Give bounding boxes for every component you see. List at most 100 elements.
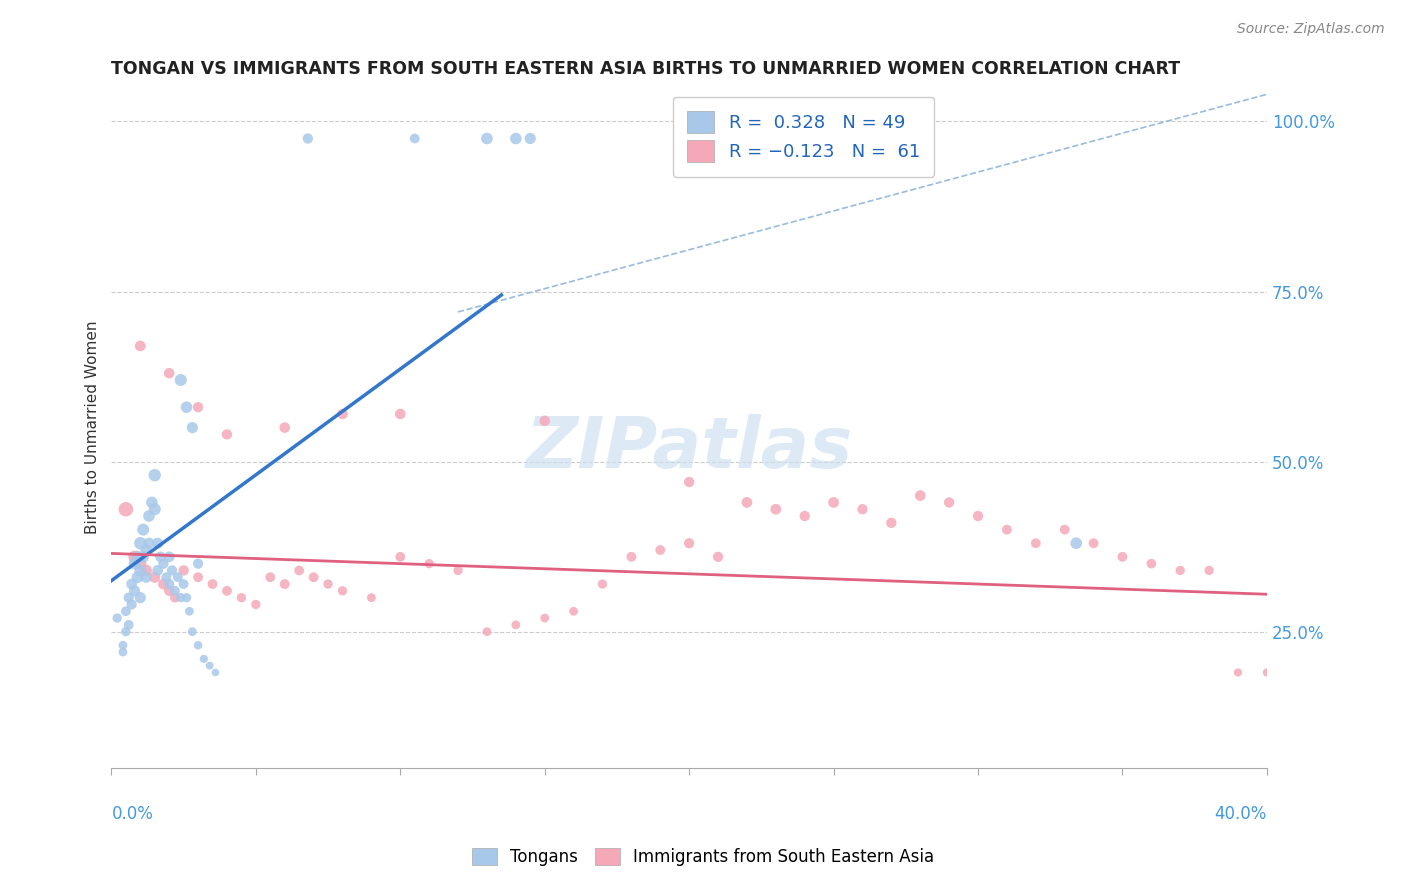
Point <box>215 583 238 598</box>
Point <box>910 489 932 503</box>
Point <box>678 536 700 550</box>
Legend: R =  0.328   N = 49, R = −0.123   N =  61: R = 0.328 N = 49, R = −0.123 N = 61 <box>672 96 935 177</box>
Point <box>187 400 209 414</box>
Point <box>129 591 152 605</box>
Point <box>533 611 555 625</box>
Point <box>707 549 730 564</box>
Point <box>880 516 903 530</box>
Point <box>187 557 209 571</box>
Point <box>149 549 172 564</box>
Point <box>995 523 1018 537</box>
Point <box>170 591 193 605</box>
Point <box>418 557 440 571</box>
Point <box>389 407 412 421</box>
Text: 0.0%: 0.0% <box>111 805 153 823</box>
Point <box>111 645 134 659</box>
Point <box>170 373 193 387</box>
Point <box>389 549 412 564</box>
Point <box>447 564 470 578</box>
Point <box>124 549 146 564</box>
Point <box>111 638 134 652</box>
Point <box>143 502 166 516</box>
Point <box>132 549 155 564</box>
Point <box>135 543 157 558</box>
Point <box>1256 665 1278 680</box>
Point <box>143 570 166 584</box>
Point <box>201 577 224 591</box>
Point <box>118 591 141 605</box>
Point <box>302 570 325 584</box>
Point <box>115 604 138 618</box>
Point <box>1227 665 1250 680</box>
Point <box>155 570 177 584</box>
Point <box>1198 564 1220 578</box>
Point <box>132 523 155 537</box>
Point <box>157 583 180 598</box>
Point <box>187 570 209 584</box>
Point <box>1168 564 1191 578</box>
Point <box>115 502 138 516</box>
Point <box>1111 549 1133 564</box>
Point <box>115 624 138 639</box>
Point <box>332 583 354 598</box>
Point <box>404 131 426 145</box>
Point <box>152 557 174 571</box>
Point <box>765 502 787 516</box>
Point <box>793 509 815 524</box>
Point <box>146 536 169 550</box>
Point <box>231 591 253 605</box>
Point <box>173 577 195 591</box>
Point <box>160 564 183 578</box>
Point <box>245 598 267 612</box>
Point <box>1053 523 1076 537</box>
Point <box>215 427 238 442</box>
Point <box>143 468 166 483</box>
Point <box>129 564 152 578</box>
Point <box>823 495 845 509</box>
Point <box>274 420 297 434</box>
Point <box>127 549 149 564</box>
Point <box>179 604 201 618</box>
Point <box>176 400 198 414</box>
Point <box>135 570 157 584</box>
Point <box>198 658 221 673</box>
Point <box>129 536 152 550</box>
Point <box>141 495 163 509</box>
Point <box>475 624 498 639</box>
Point <box>166 570 188 584</box>
Y-axis label: Births to Unmarried Women: Births to Unmarried Women <box>86 321 100 534</box>
Point <box>938 495 960 509</box>
Point <box>1064 536 1087 550</box>
Point <box>127 570 149 584</box>
Point <box>297 131 319 145</box>
Point <box>157 549 180 564</box>
Point <box>360 591 382 605</box>
Point <box>118 618 141 632</box>
Point <box>138 509 160 524</box>
Point <box>851 502 873 516</box>
Point <box>259 570 281 584</box>
Legend: Tongans, Immigrants from South Eastern Asia: Tongans, Immigrants from South Eastern A… <box>464 840 942 875</box>
Point <box>176 591 198 605</box>
Point <box>519 131 541 145</box>
Point <box>163 583 186 598</box>
Point <box>505 618 527 632</box>
Point <box>1025 536 1047 550</box>
Point <box>129 339 152 353</box>
Point <box>1140 557 1163 571</box>
Point <box>332 407 354 421</box>
Point <box>124 583 146 598</box>
Point <box>1083 536 1105 550</box>
Point <box>562 604 585 618</box>
Text: TONGAN VS IMMIGRANTS FROM SOUTH EASTERN ASIA BIRTHS TO UNMARRIED WOMEN CORRELATI: TONGAN VS IMMIGRANTS FROM SOUTH EASTERN … <box>111 60 1181 78</box>
Point <box>533 414 555 428</box>
Point <box>650 543 672 558</box>
Point <box>193 652 215 666</box>
Point <box>135 564 157 578</box>
Point <box>967 509 990 524</box>
Text: Source: ZipAtlas.com: Source: ZipAtlas.com <box>1237 22 1385 37</box>
Point <box>204 665 226 680</box>
Point <box>163 591 186 605</box>
Point <box>181 420 204 434</box>
Point <box>735 495 758 509</box>
